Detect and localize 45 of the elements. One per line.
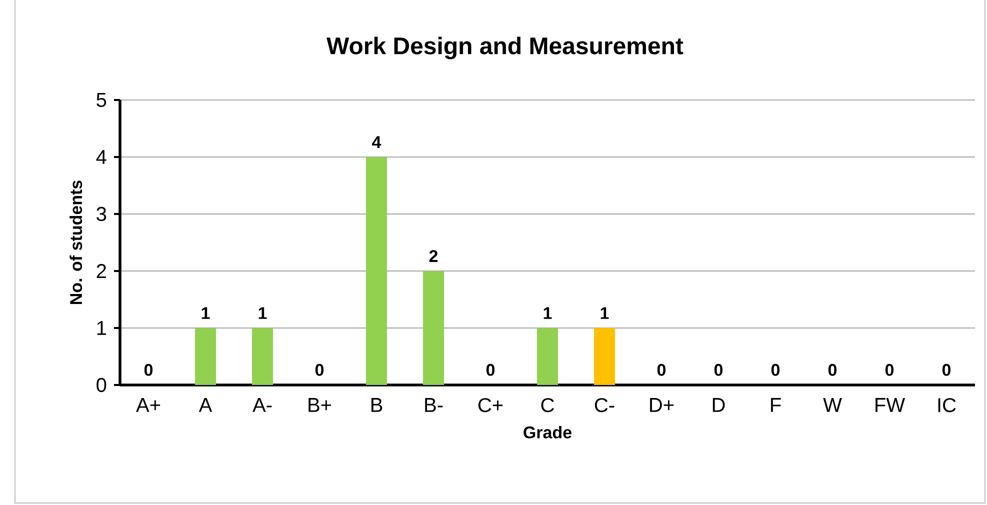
y-tick-label: 2 (96, 264, 106, 278)
data-label: 1 (202, 307, 210, 319)
bar (366, 157, 387, 386)
y-tick-label: 4 (96, 150, 106, 164)
x-tick-label: C (541, 398, 554, 412)
data-label: 0 (486, 364, 495, 376)
x-axis-title: Grade (524, 426, 572, 438)
data-label: 0 (942, 364, 951, 376)
x-tick-label: A- (252, 398, 272, 412)
x-tick-label: FW (876, 398, 905, 412)
bar (252, 328, 274, 386)
data-label: 2 (429, 250, 438, 262)
x-tick-label: A+ (136, 398, 160, 412)
x-tick-label: D (712, 398, 725, 412)
data-label: 0 (144, 364, 153, 376)
y-tick-label: 5 (96, 93, 106, 107)
data-label: 0 (657, 364, 666, 376)
data-label: 1 (544, 307, 552, 319)
y-tick-label: 0 (96, 378, 106, 392)
data-label: 0 (771, 364, 780, 376)
chart-title: Work Design and Measurement (326, 36, 684, 60)
data-label: 4 (372, 136, 382, 148)
data-label: 0 (885, 364, 894, 376)
x-tick-label: C+ (478, 398, 503, 412)
y-tick-label: 3 (96, 206, 106, 222)
bar (537, 328, 558, 386)
data-label: 0 (315, 364, 324, 376)
data-label: 0 (828, 364, 837, 376)
y-axis-title: No. of students (70, 180, 82, 304)
x-tick-label: B+ (308, 398, 332, 412)
x-tick-label: W (823, 398, 842, 412)
x-tick-label: D+ (650, 398, 674, 412)
bar (594, 328, 616, 386)
y-tick-label: 1 (97, 321, 106, 335)
x-tick-label: F (771, 398, 781, 412)
x-tick-label: C- (594, 398, 614, 412)
x-tick-label: B (371, 398, 382, 412)
bar (423, 271, 444, 386)
x-tick-label: A (198, 398, 212, 412)
bar (195, 328, 216, 386)
data-label: 1 (600, 307, 609, 319)
x-tick-label: IC (938, 398, 956, 412)
data-label: 1 (258, 307, 267, 319)
x-tick-label: B- (425, 398, 443, 412)
data-label: 0 (714, 364, 723, 376)
